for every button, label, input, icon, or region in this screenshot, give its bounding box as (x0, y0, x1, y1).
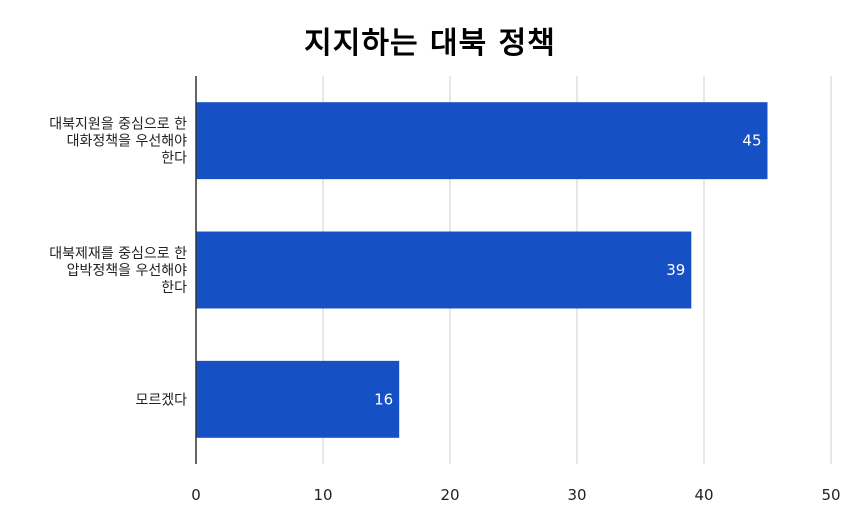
category-label-line: 압박정책을 우선해야 (67, 263, 187, 279)
category-label-line: 대북지원을 중심으로 한 (49, 117, 187, 133)
chart-title: 지지하는 대북 정책 (304, 26, 556, 61)
category-label-line: 대화정책을 우선해야 (67, 134, 187, 150)
x-tick-label: 40 (694, 486, 713, 504)
category-label: 대북지원을 중심으로 한 대화정책을 우선해야 한다 (49, 117, 187, 167)
bar-value-label: 39 (666, 261, 685, 279)
category-label-line: 대북제재를 중심으로 한 (49, 246, 187, 262)
bar (196, 360, 400, 438)
category-label: 대북제재를 중심으로 한 압박정책을 우선해야 한다 (49, 246, 187, 296)
bar-value-label: 16 (374, 390, 393, 408)
x-tick-label: 30 (567, 486, 586, 504)
category-label-line: 모르겠다 (135, 392, 187, 408)
bar (196, 102, 768, 180)
category-label-line: 한다 (161, 151, 187, 167)
bar (196, 231, 692, 309)
category-label-line: 한다 (161, 280, 187, 296)
x-tick-label: 50 (821, 486, 840, 504)
x-tick-label: 10 (313, 486, 332, 504)
x-tick-label: 0 (191, 486, 201, 504)
category-label: 모르겠다 (135, 392, 187, 408)
bars (196, 102, 768, 438)
bar-value-label: 45 (742, 132, 761, 150)
x-tick-label: 20 (440, 486, 459, 504)
